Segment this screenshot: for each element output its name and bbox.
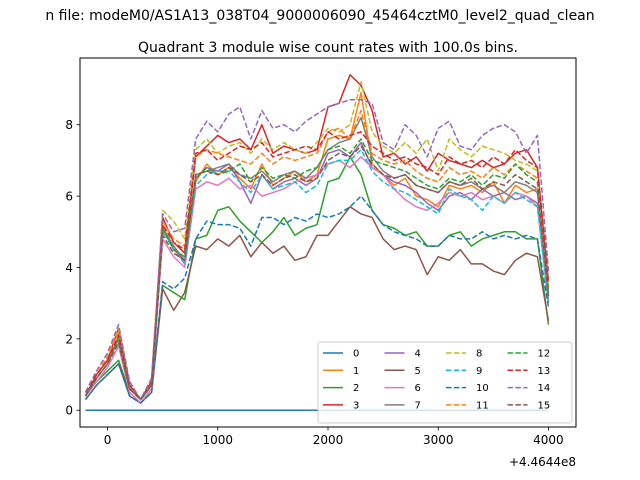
legend-label-10: 10 [476, 383, 489, 394]
legend-label-6: 6 [415, 383, 421, 394]
legend-label-2: 2 [353, 383, 359, 394]
legend-label-1: 1 [353, 366, 359, 377]
legend-label-4: 4 [415, 349, 421, 360]
legend-label-8: 8 [476, 349, 482, 360]
figure-suptitle: n file: modeM0/AS1A13_038T04_9000006090_… [45, 8, 594, 24]
y-tick-label-0: 0 [65, 404, 73, 418]
series-line-11 [84, 109, 550, 401]
legend-label-12: 12 [538, 349, 551, 360]
series-line-2 [84, 156, 550, 404]
legend-label-5: 5 [415, 366, 421, 377]
x-tick-label-0: 0 [104, 433, 112, 447]
x-axis: 0 1000 2000 3000 4000 [104, 427, 564, 447]
series-line-10 [84, 195, 550, 404]
x-tick-label-2000: 2000 [313, 433, 344, 447]
legend-label-15: 15 [538, 400, 551, 411]
x-tick-label-4000: 4000 [533, 433, 564, 447]
y-tick-label-6: 6 [65, 190, 73, 204]
y-axis: 0 2 4 6 8 [65, 118, 80, 418]
legend-label-0: 0 [353, 349, 359, 360]
legend-label-11: 11 [476, 400, 489, 411]
series-line-8 [84, 81, 550, 401]
legend-label-3: 3 [353, 400, 359, 411]
legend-label-9: 9 [476, 366, 482, 377]
legend-label-13: 13 [538, 366, 551, 377]
legend-label-7: 7 [415, 400, 421, 411]
x-offset-label: +4.4644e8 [509, 455, 576, 469]
chart-title: Quadrant 3 module wise count rates with … [138, 40, 518, 56]
series-layer [84, 74, 550, 411]
series-line-15 [84, 145, 550, 401]
series-line-9 [84, 148, 550, 401]
x-tick-label-1000: 1000 [203, 433, 234, 447]
series-line-13 [84, 131, 550, 401]
y-tick-label-2: 2 [65, 332, 73, 346]
series-line-14 [84, 99, 550, 401]
legend-box [317, 341, 573, 424]
y-tick-label-4: 4 [65, 261, 73, 275]
y-tick-label-8: 8 [65, 118, 73, 132]
legend-label-14: 14 [538, 383, 551, 394]
x-tick-label-3000: 3000 [423, 433, 454, 447]
